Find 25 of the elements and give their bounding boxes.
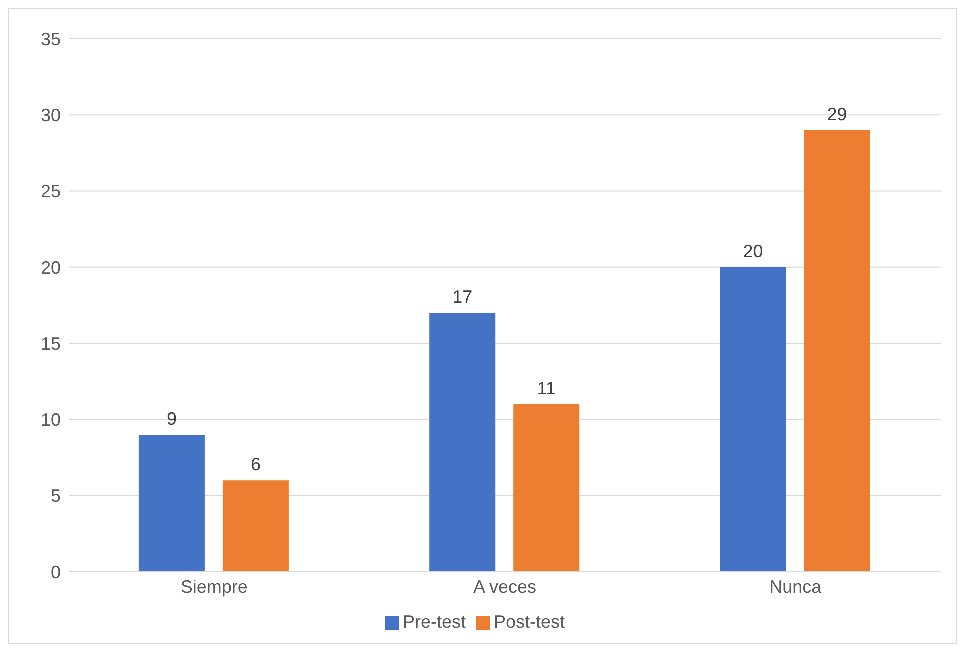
data-label: 17 — [452, 287, 473, 308]
data-label: 20 — [743, 241, 764, 262]
y-tick-label: 10 — [40, 410, 61, 430]
bar — [514, 404, 580, 572]
y-tick-label: 30 — [40, 106, 61, 126]
data-label: 11 — [537, 378, 556, 398]
bar — [804, 130, 870, 572]
y-tick-label: 20 — [40, 258, 61, 278]
data-label: 9 — [166, 408, 177, 429]
data-label: 29 — [827, 104, 848, 124]
legend-label: Pre-test — [402, 612, 466, 632]
x-tick-label: A veces — [473, 576, 537, 597]
y-tick-label: 5 — [50, 486, 61, 506]
y-tick-label: 0 — [50, 562, 61, 582]
bar — [430, 313, 496, 572]
legend-label: Post-test — [494, 612, 566, 632]
bar — [720, 267, 786, 572]
bar — [138, 434, 205, 572]
y-tick-label: 25 — [40, 182, 61, 202]
data-label: 6 — [250, 454, 261, 475]
y-tick-label: 35 — [40, 29, 61, 50]
bar — [222, 480, 289, 572]
x-tick-label: Nunca — [770, 576, 823, 597]
y-tick-label: 15 — [40, 334, 61, 354]
x-tick-label: Siempre — [180, 576, 248, 597]
